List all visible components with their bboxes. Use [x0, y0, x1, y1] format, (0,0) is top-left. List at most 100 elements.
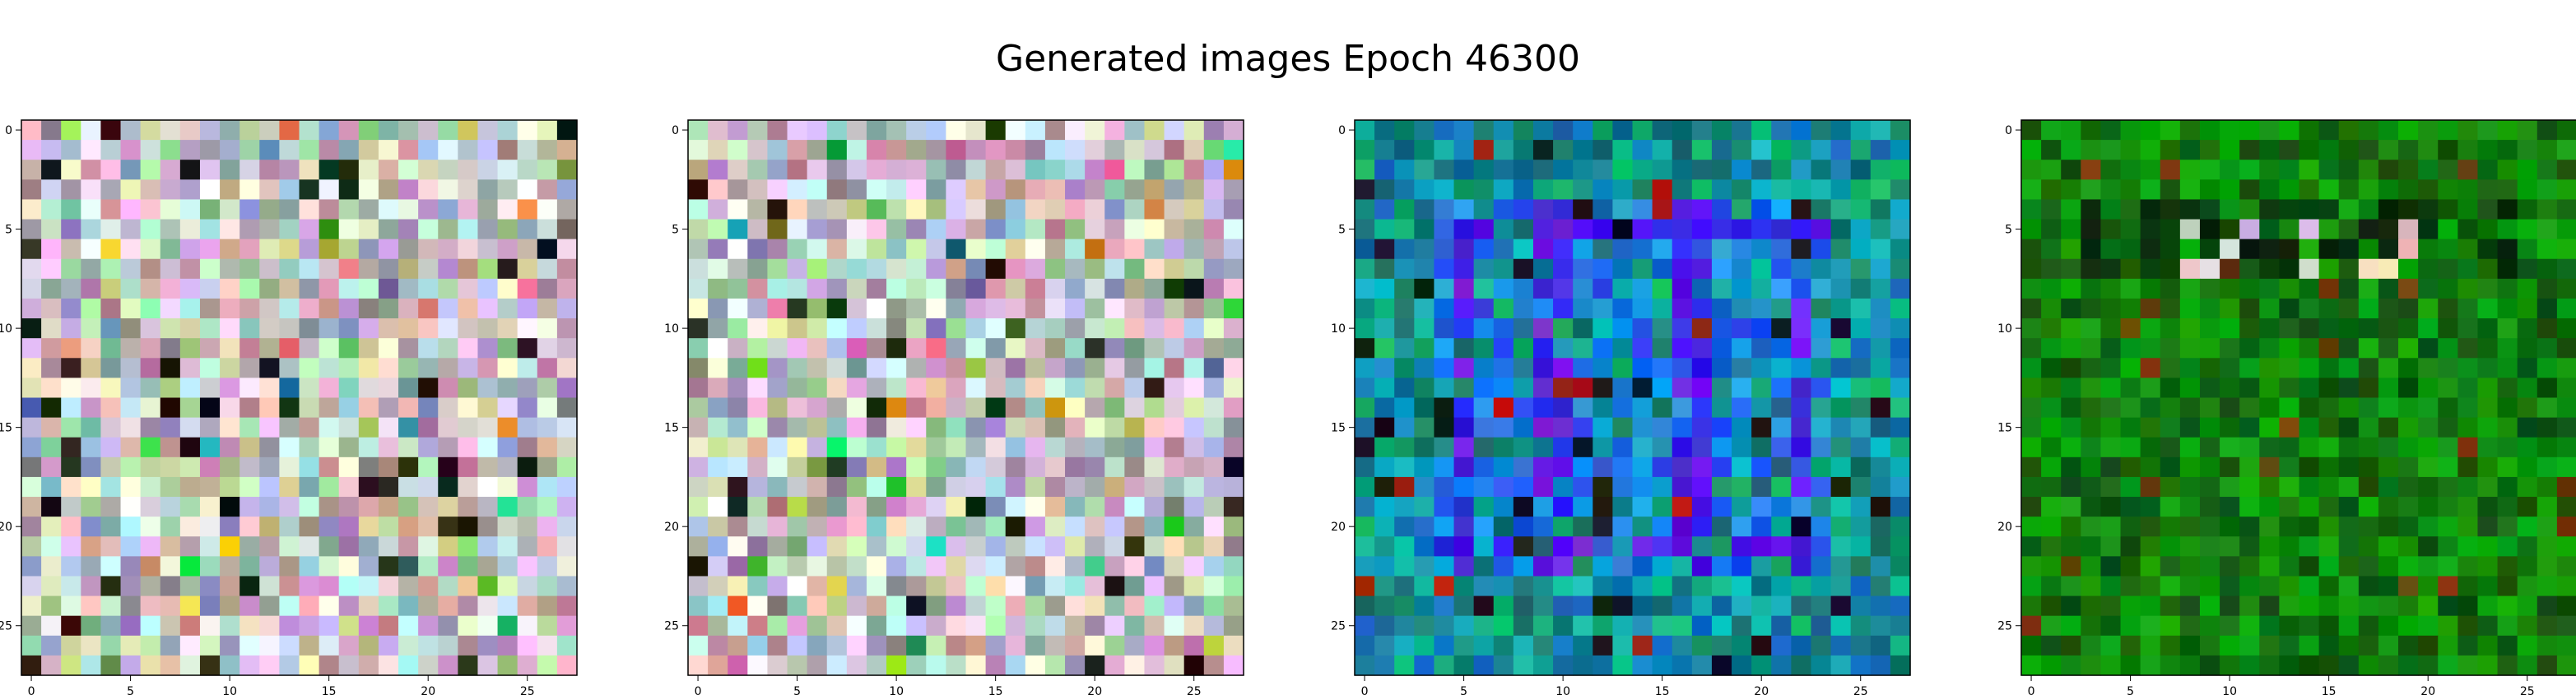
pixel: [1044, 338, 1066, 359]
pixel: [1065, 556, 1086, 577]
pixel: [2358, 556, 2379, 577]
pixel: [2081, 497, 2102, 517]
pixel: [2477, 160, 2499, 180]
pixel: [259, 219, 280, 240]
pixel: [1025, 318, 1046, 339]
pixel: [1652, 497, 1673, 517]
pixel: [1414, 298, 1435, 319]
pixel: [747, 338, 769, 359]
pixel: [1870, 298, 1891, 319]
pixel: [1223, 497, 1244, 517]
pixel: [1573, 179, 1593, 201]
pixel: [497, 615, 518, 637]
pixel: [179, 397, 201, 419]
pixel: [1711, 476, 1732, 498]
pixel: [826, 635, 848, 656]
pixel: [1890, 278, 1911, 299]
pixel: [1672, 456, 1693, 478]
pixel: [1124, 378, 1146, 399]
pixel: [1850, 258, 1872, 280]
pixel: [517, 140, 538, 160]
pixel: [556, 179, 578, 201]
y-tick-label: 5: [5, 224, 12, 237]
pixel: [767, 417, 788, 438]
pixel: [438, 199, 458, 220]
pixel: [1183, 219, 1205, 240]
pixel: [1434, 655, 1455, 676]
pixel: [1203, 556, 1225, 577]
pixel: [1453, 417, 1475, 438]
pixel: [2081, 615, 2102, 637]
pixel: [1044, 417, 1066, 438]
pixel: [846, 318, 867, 339]
pixel: [1144, 160, 1165, 180]
pixel: [438, 417, 458, 438]
pixel: [81, 635, 102, 656]
pixel: [1652, 278, 1673, 299]
pixel: [767, 536, 788, 557]
pixel: [179, 219, 201, 240]
pixel: [2140, 476, 2161, 498]
pixel: [926, 120, 946, 141]
pixel: [1751, 219, 1772, 240]
pixel: [2438, 219, 2458, 240]
pixel: [2536, 517, 2558, 537]
pixel: [2179, 456, 2201, 478]
pixel: [537, 219, 558, 240]
pixel: [1104, 397, 1125, 419]
pixel: [1104, 476, 1125, 498]
pixel: [537, 615, 558, 637]
pixel: [220, 417, 240, 438]
pixel: [1164, 517, 1185, 537]
pixel: [160, 655, 181, 676]
pixel: [1085, 140, 1105, 160]
pixel: [398, 417, 419, 438]
pixel: [1573, 635, 1593, 656]
pixel: [279, 239, 300, 260]
pixel: [259, 199, 280, 220]
pixel: [1453, 258, 1475, 280]
pixel: [299, 417, 320, 438]
pixel: [81, 497, 102, 517]
pixel: [1493, 655, 1514, 676]
pixel: [1811, 219, 1832, 240]
pixel: [1223, 160, 1244, 180]
pixel: [2199, 199, 2220, 220]
pixel: [100, 160, 122, 180]
pixel: [965, 199, 987, 220]
pixel: [259, 258, 280, 280]
pixel: [688, 199, 709, 220]
pixel: [319, 635, 340, 656]
pixel: [985, 179, 1007, 201]
pixel: [906, 358, 927, 378]
pixel: [259, 417, 280, 438]
pixel: [1771, 615, 1792, 637]
pixel: [41, 576, 62, 597]
y-tick-label: 5: [672, 224, 679, 237]
pixel: [279, 576, 300, 597]
pixel: [338, 497, 360, 517]
pixel: [787, 517, 808, 537]
pixel: [477, 497, 499, 517]
pixel: [239, 199, 260, 220]
pixel: [358, 655, 379, 676]
pixel: [1513, 456, 1534, 478]
pixel: [965, 120, 987, 141]
plot-frame: [1354, 119, 1911, 676]
pixel: [120, 120, 142, 141]
pixel: [338, 456, 360, 478]
pixel: [2398, 318, 2419, 339]
pixel: [2497, 378, 2518, 399]
pixel: [1355, 456, 1375, 478]
pixel: [2279, 318, 2300, 339]
pixel: [477, 576, 499, 597]
pixel: [2140, 536, 2161, 557]
pixel: [1355, 338, 1375, 359]
pixel: [2299, 517, 2320, 537]
pixel: [1473, 298, 1495, 319]
pixel: [477, 258, 499, 280]
pixel: [1085, 556, 1105, 577]
pixel: [2299, 219, 2320, 240]
pixel: [2259, 536, 2280, 557]
pixel: [1691, 556, 1713, 577]
